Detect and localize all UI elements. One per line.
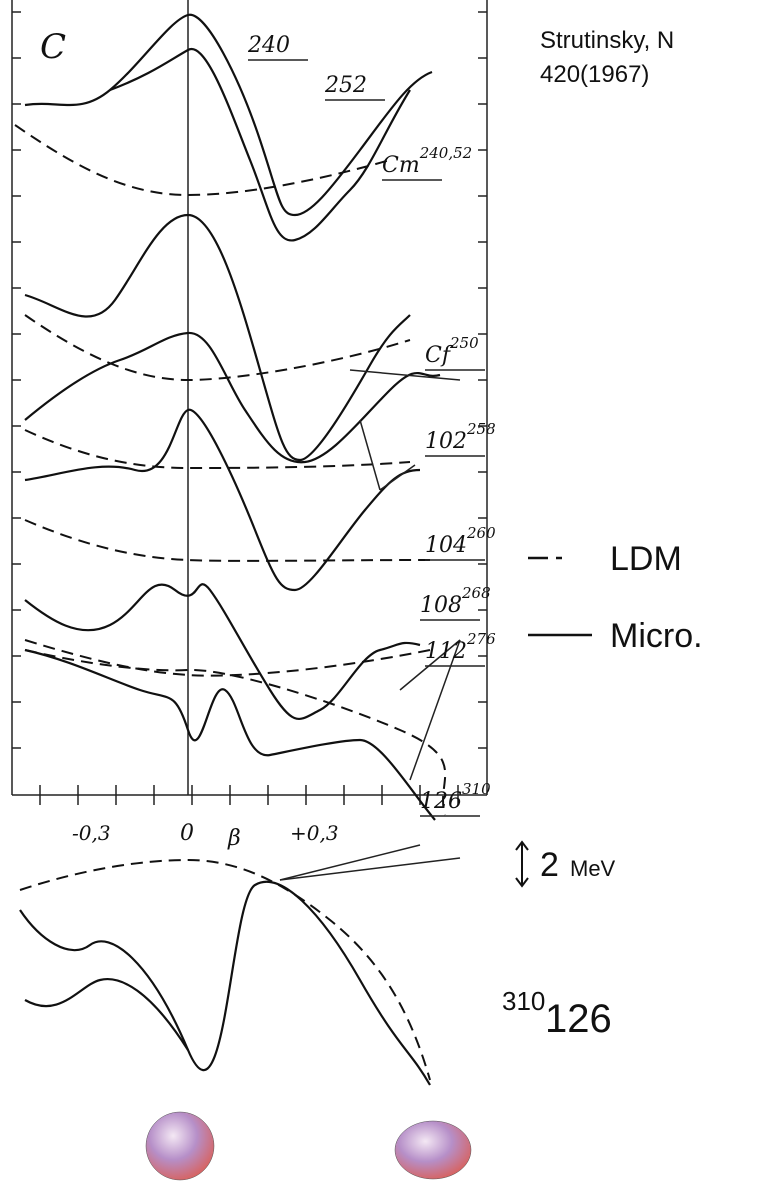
- curve-label-sup: 276: [466, 630, 496, 648]
- scale-arrow: [515, 840, 529, 888]
- deformed-shape: [394, 1120, 472, 1180]
- x-axis-label: β: [227, 826, 241, 851]
- curve-label: 112276: [425, 630, 496, 664]
- x-tick-label: +0,3: [290, 821, 339, 845]
- curve-label-text: 126: [420, 789, 462, 814]
- x-tick-label: 0: [180, 821, 194, 846]
- curve-label: Cf250: [425, 334, 479, 368]
- curve-label-sup: 260: [466, 524, 496, 542]
- curve-label: Cm240,52: [382, 144, 472, 178]
- curve-label-sup: 268: [461, 584, 491, 602]
- curve-label-sup: 240,52: [419, 144, 473, 162]
- citation: 420(1967): [540, 61, 649, 88]
- curve-label-sup: 258: [466, 420, 496, 438]
- curve-label-text: 102: [425, 429, 467, 454]
- curve-label: 240: [247, 33, 290, 58]
- citation: Strutinsky, N: [540, 27, 674, 54]
- x-tick-label: -0,3: [72, 821, 111, 845]
- curve-label: 252: [324, 73, 367, 98]
- curve-label-sup: 250: [449, 334, 479, 352]
- sphere-shape: [145, 1111, 215, 1181]
- legend-label: Micro.: [610, 617, 703, 655]
- plot-frame: [11, 0, 488, 805]
- curve-label: 104260: [425, 524, 496, 558]
- curve-label-text: 252: [324, 73, 367, 98]
- scale-unit: MeV: [570, 856, 616, 881]
- legend-label: LDM: [610, 540, 682, 578]
- curve-label-text: 240: [247, 33, 290, 58]
- scale-number: 2: [540, 846, 559, 884]
- nucleus-mass: 310: [502, 986, 545, 1016]
- x-axis-labels: -0,3 0 β +0,3: [72, 821, 339, 851]
- nucleus-element: 126: [545, 997, 612, 1041]
- curves: [14, 13, 461, 1086]
- curve-label-text: Cf: [425, 343, 454, 368]
- curve-label-text: Cm: [382, 153, 420, 178]
- panel-label: C: [40, 27, 66, 67]
- curve-label: 108268: [420, 584, 491, 618]
- curve-label: 102258: [425, 420, 496, 454]
- curve-label-text: 104: [425, 533, 467, 558]
- curve-label-sup: 310: [462, 780, 491, 798]
- curve-label-text: 112: [425, 639, 467, 664]
- curve-label: 126310: [420, 780, 491, 814]
- curve-label-text: 108: [420, 593, 462, 618]
